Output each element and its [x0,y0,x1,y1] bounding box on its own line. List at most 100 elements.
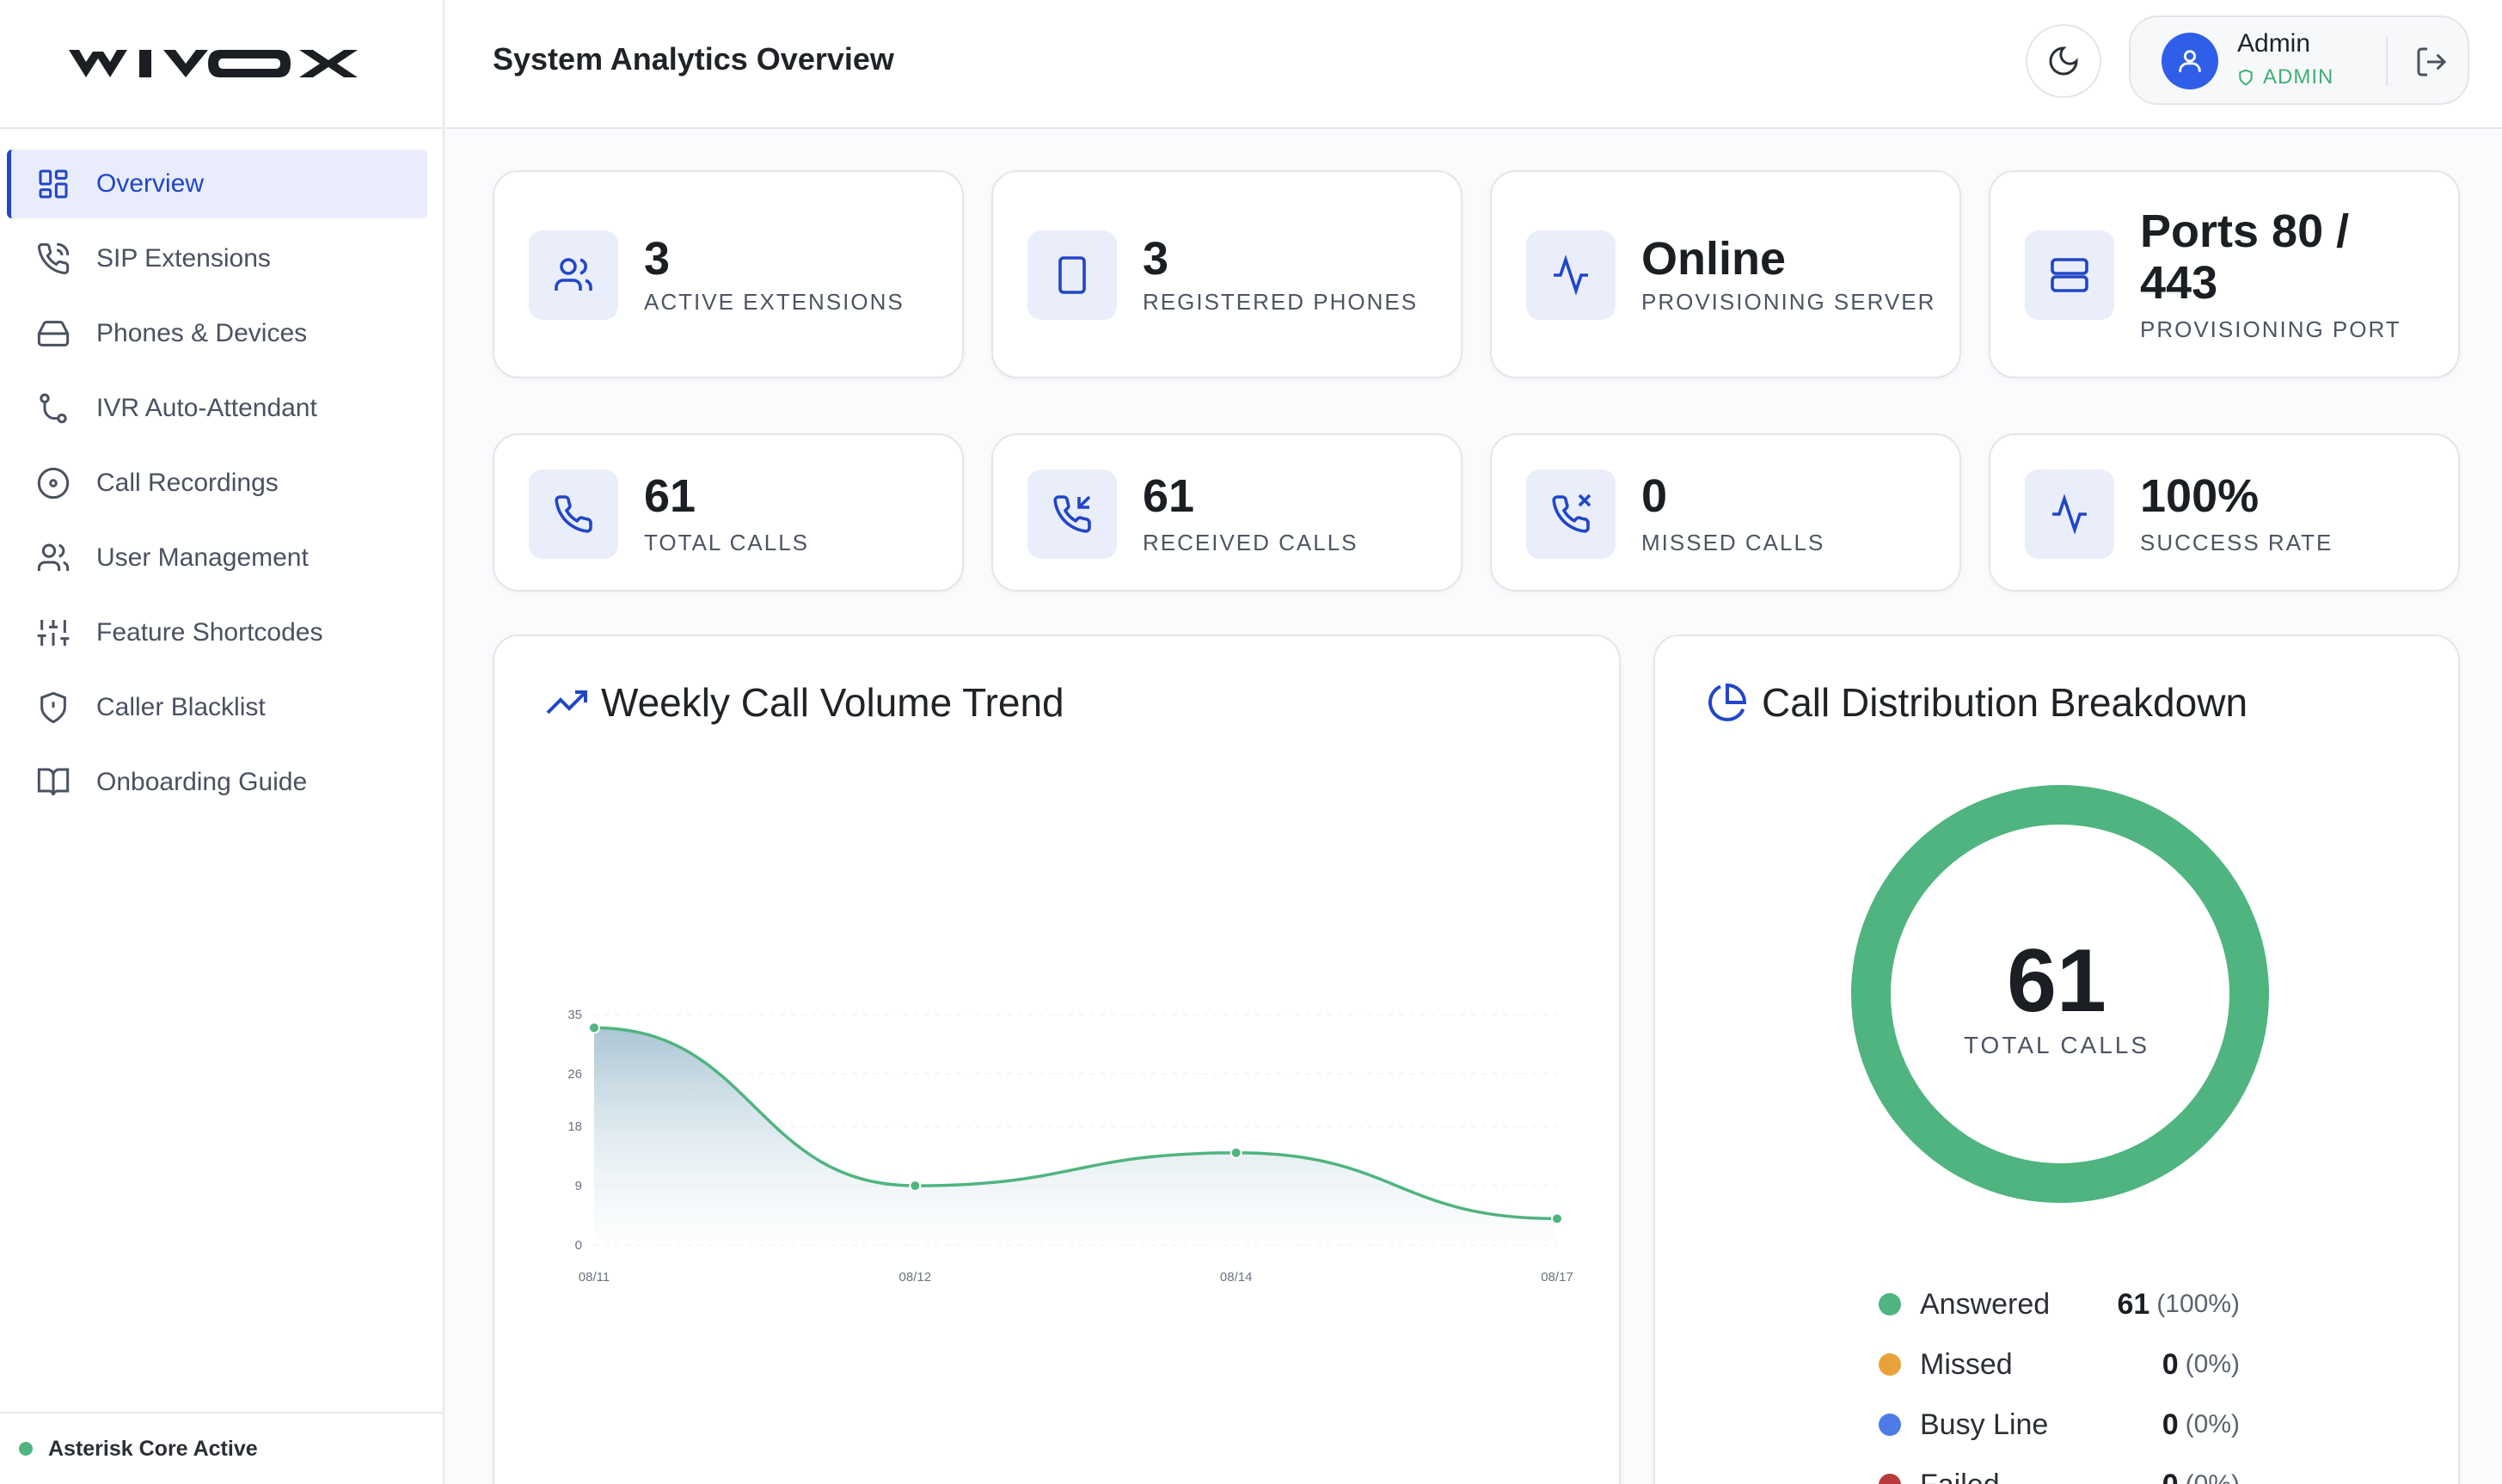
stat-label: SUCCESS RATE [2140,530,2333,555]
y-tick-label: 35 [567,1008,582,1022]
sidebar-item-label: Phones & Devices [96,319,308,347]
layout-grid-icon [39,169,68,199]
distribution-title-text: Call Distribution Breakdown [1762,680,2248,725]
sidebar-item-onboarding-guide[interactable]: Onboarding Guide [7,748,427,817]
sidebar-item-label: Onboarding Guide [96,768,308,796]
stat-label: TOTAL CALLS [644,530,810,555]
stat-value: Online [1641,233,1787,285]
distribution-legend: Answered 61 (100%) Missed 0 (0%) Busy Li… [1879,1274,2240,1484]
sidebar-item-label: SIP Extensions [96,244,271,273]
disc-icon [37,467,70,500]
sliders-icon [37,620,70,646]
logout-button[interactable] [2414,45,2449,83]
phone-missed-icon [1552,494,1591,533]
sidebar: Overview SIP Extensions Phones & Devices… [0,0,445,1484]
y-tick-label: 18 [567,1119,582,1134]
sidebar-item-label: IVR Auto-Attendant [96,394,317,422]
x-tick-label: 08/12 [899,1270,932,1285]
user-menu[interactable]: Admin ADMIN [2129,15,2469,105]
sidebar-item-phones-devices[interactable]: Phones & Devices [7,299,427,368]
asterisk-status: Asterisk Core Active [0,1412,443,1484]
stat-icon-box [1027,469,1117,559]
legend-pct: (0%) [2185,1350,2240,1378]
sidebar-item-caller-blacklist[interactable]: Caller Blacklist [7,673,427,742]
activity-icon [2052,494,2087,535]
legend-pct: (100%) [2156,1290,2240,1318]
sidebar-item-ivr[interactable]: IVR Auto-Attendant [7,374,427,443]
stat-card-success-rate: 100% SUCCESS RATE [1989,433,2460,592]
sidebar-item-call-recordings[interactable]: Call Recordings [7,449,427,518]
stat-value-line2: 443 [2140,257,2218,309]
legend-value: 0 [2162,1407,2179,1441]
stat-icon-box [1526,230,1616,320]
stat-icon-box [2025,469,2114,559]
legend-value: 0 [2162,1469,2179,1484]
legend-item-busy-line: Busy Line 0 (0%) [1879,1395,2240,1455]
user-role-badge: ADMIN [2237,65,2333,89]
sidebar-item-sip-extensions[interactable]: SIP Extensions [7,224,427,293]
sidebar-item-label: Call Recordings [96,469,279,497]
weekly-trend-card: Weekly Call Volume Trend 0 9 18 26 35 08/11 0… [493,635,1621,1484]
trend-point[interactable] [909,1180,922,1193]
book-open-icon [37,768,70,796]
log-out-icon [2417,47,2447,77]
legend-pct: (0%) [2185,1410,2240,1438]
shield-icon [2239,69,2253,86]
x-tick-label: 08/14 [1220,1270,1253,1285]
stat-icon-box [1027,230,1117,320]
trend-point[interactable] [588,1021,600,1034]
trend-title-text: Weekly Call Volume Trend [601,680,1064,725]
moon-icon [2049,46,2078,76]
user-name: Admin [2237,29,2311,58]
legend-name: Busy Line [1920,1407,2049,1441]
donut-slice-answered[interactable] [1851,785,2269,1203]
trend-point[interactable] [1551,1212,1563,1225]
legend-item-missed: Missed 0 (0%) [1879,1334,2240,1395]
wivox-logo-icon [69,50,358,77]
stat-card-registered-phones: 3 REGISTERED PHONES [991,170,1463,378]
brand-logo[interactable] [0,0,443,129]
stat-card-provisioning-server: Online PROVISIONING SERVER [1490,170,1961,378]
user-role-text: ADMIN [2263,65,2334,89]
stat-value: 3 [644,233,671,285]
trending-up-icon [546,690,587,714]
top-header: System Analytics Overview Admin ADMIN [446,0,2502,129]
distribution-donut [1851,785,2269,1203]
stat-icon-box [1526,469,1616,559]
sidebar-item-label: User Management [96,543,309,572]
git-branch-icon [40,393,67,424]
legend-dot-icon [1879,1293,1901,1315]
users-icon [555,258,592,291]
phone-icon [555,495,592,533]
legend-pct: (0%) [2186,1470,2240,1484]
legend-dot-icon [1879,1353,1901,1376]
stat-icon-box [529,469,618,559]
sidebar-nav: Overview SIP Extensions Phones & Devices… [0,129,443,817]
legend-item-failed: Failed 0 (0%) [1879,1455,2240,1484]
trend-title: Weekly Call Volume Trend [546,679,1064,726]
donut-total-label: TOTAL CALLS [1963,1032,2150,1058]
sidebar-item-label: Feature Shortcodes [96,618,323,647]
theme-toggle-button[interactable] [2026,24,2101,98]
stat-label: RECEIVED CALLS [1143,530,1358,555]
legend-dot-icon [1879,1474,1901,1484]
sidebar-item-feature-shortcodes[interactable]: Feature Shortcodes [7,598,427,667]
x-tick-label: 08/11 [579,1270,610,1285]
phone-incoming-icon [1053,495,1091,533]
stat-icon-box [529,230,618,320]
sidebar-item-label: Caller Blacklist [96,693,266,721]
sidebar-item-overview[interactable]: Overview [7,150,427,218]
stat-value: 61 [644,470,696,522]
stat-card-total-calls: 61 TOTAL CALLS [493,433,964,592]
tablet-icon [1058,256,1086,294]
legend-item-answered: Answered 61 (100%) [1879,1274,2240,1334]
sidebar-item-user-management[interactable]: User Management [7,524,427,592]
y-tick-label: 0 [575,1238,582,1253]
trend-point[interactable] [1230,1146,1242,1159]
distribution-title: Call Distribution Breakdown [1707,679,2248,726]
x-tick-label: 08/17 [1541,1270,1573,1285]
status-dot-icon [19,1442,33,1456]
stat-value: 61 [1143,470,1195,522]
hard-drive-icon [37,321,70,346]
trend-area [594,1027,1557,1245]
